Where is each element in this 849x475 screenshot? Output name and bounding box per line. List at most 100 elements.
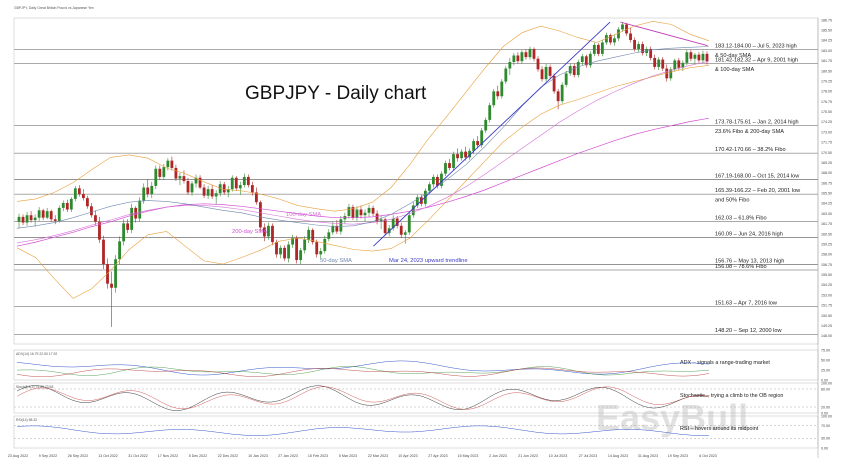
candle [41, 208, 45, 221]
candle [250, 181, 254, 196]
candle [77, 185, 81, 197]
indicator-panels: 75.00 50.00 25.00 0.00 ADX(14) 16.79 22.50 1… [13, 348, 832, 450]
level-sublabel: and 50% Fibo [715, 198, 750, 204]
candle [488, 102, 492, 123]
candle [90, 203, 93, 218]
candle [613, 35, 616, 46]
price-tick-label: 179.25 [821, 79, 832, 83]
candle [395, 216, 399, 229]
candle [504, 66, 508, 85]
candle [476, 136, 480, 149]
candle [633, 37, 636, 52]
price-tick-label: 163.00 [821, 212, 832, 216]
chart-caption: GBPJPY, Daily Great Britain Pound vs Jap… [14, 6, 94, 10]
stoch-d-line [16, 386, 710, 410]
adx-line [16, 360, 710, 376]
candle [102, 235, 105, 270]
level-label: 162.03 – 61.8% Fibo [715, 216, 767, 222]
price-tick-label: 180.50 [821, 69, 832, 73]
candle [174, 164, 178, 181]
candle [371, 205, 375, 217]
levels-layer: 183.12-184.00 – Jul 5, 2023 high & 50-day… [14, 44, 818, 335]
di-minus-line [16, 367, 710, 378]
candle [17, 213, 21, 229]
candle [283, 245, 286, 261]
price-tick-label: 185.50 [821, 29, 832, 33]
candle [480, 128, 484, 148]
candle [339, 216, 343, 235]
level-label: 181.42-182.32 – Apr 9, 2001 high [715, 57, 798, 63]
price-tick-label: 149.25 [821, 324, 832, 328]
bollinger-upper-line [16, 20, 710, 212]
candle [701, 50, 705, 63]
candle [532, 47, 536, 62]
x-tick-label: 22 Dec 2022 [218, 454, 238, 458]
axes: 186.75 185.50 184.25 183.00 181.75 180.50 179.… [8, 18, 832, 458]
candle [500, 79, 504, 99]
candle [21, 214, 25, 226]
candle [311, 228, 315, 245]
candle [182, 170, 186, 184]
candle [234, 176, 238, 191]
candle [572, 63, 576, 78]
candle [653, 54, 657, 70]
price-tick-label: 160.50 [821, 232, 832, 236]
candle [391, 215, 395, 231]
price-tick-label: 148.00 [821, 334, 832, 338]
candle [114, 255, 117, 293]
candle [242, 173, 246, 188]
candle [279, 245, 282, 259]
candle [29, 211, 33, 223]
level-label: 160.09 – Jun 24, 2016 high [715, 231, 783, 237]
candle [53, 215, 57, 225]
candle [399, 222, 403, 239]
sma100-line [16, 60, 710, 244]
price-tick-label: 175.50 [821, 110, 832, 114]
candle [186, 177, 190, 195]
candle [460, 149, 463, 161]
adx-tick-label: 0.00 [821, 378, 828, 382]
candle [246, 174, 250, 188]
adx-note: ADX – signals a range-trading market [680, 360, 770, 366]
candle [230, 175, 234, 192]
bollinger-lower-line [16, 65, 710, 299]
rsi-tick-label: 0.00 [821, 446, 828, 450]
x-tick-label: 26 Sep 2022 [68, 454, 88, 458]
level-label: 156.08 – 78.6% Fibo [715, 264, 767, 270]
candle [431, 174, 435, 188]
candle [536, 56, 540, 72]
adx-tick-label: 50.00 [821, 358, 830, 362]
candle [258, 200, 262, 232]
candle [609, 33, 612, 45]
x-tick-label: 9 Sep 2022 [39, 454, 57, 458]
candle [218, 181, 222, 197]
candle [657, 57, 661, 71]
candle [198, 175, 202, 190]
candle [94, 210, 97, 226]
candle [564, 70, 568, 88]
price-tick-label: 171.75 [821, 141, 832, 145]
price-tick-label: 150.50 [821, 314, 832, 318]
candle [492, 88, 496, 108]
price-tick-label: 181.75 [821, 59, 832, 63]
rsi-tick-label: 70.00 [821, 424, 830, 428]
level-label: 156.76 – May 13, 2013 high [715, 258, 784, 264]
sma200-label: 200-day SMA [232, 229, 267, 235]
candle [98, 216, 101, 243]
watermark: EasyBull [596, 397, 748, 438]
candle [456, 148, 459, 162]
price-tick-label: 161.75 [821, 222, 832, 226]
candle [629, 27, 632, 43]
candle [508, 57, 512, 76]
level-label: 148.20 – Sep 12, 2000 low [715, 328, 783, 334]
x-tick-label: 10 Jul 2023 [549, 454, 568, 458]
candle [440, 171, 443, 189]
candle [540, 66, 544, 82]
price-tick-label: 165.50 [821, 192, 832, 196]
di-plus-line [16, 366, 710, 376]
candle [621, 22, 624, 32]
x-tick-label: 19 Sep 2023 [668, 454, 688, 458]
candle [600, 40, 604, 57]
price-tick-label: 166.75 [821, 181, 832, 185]
